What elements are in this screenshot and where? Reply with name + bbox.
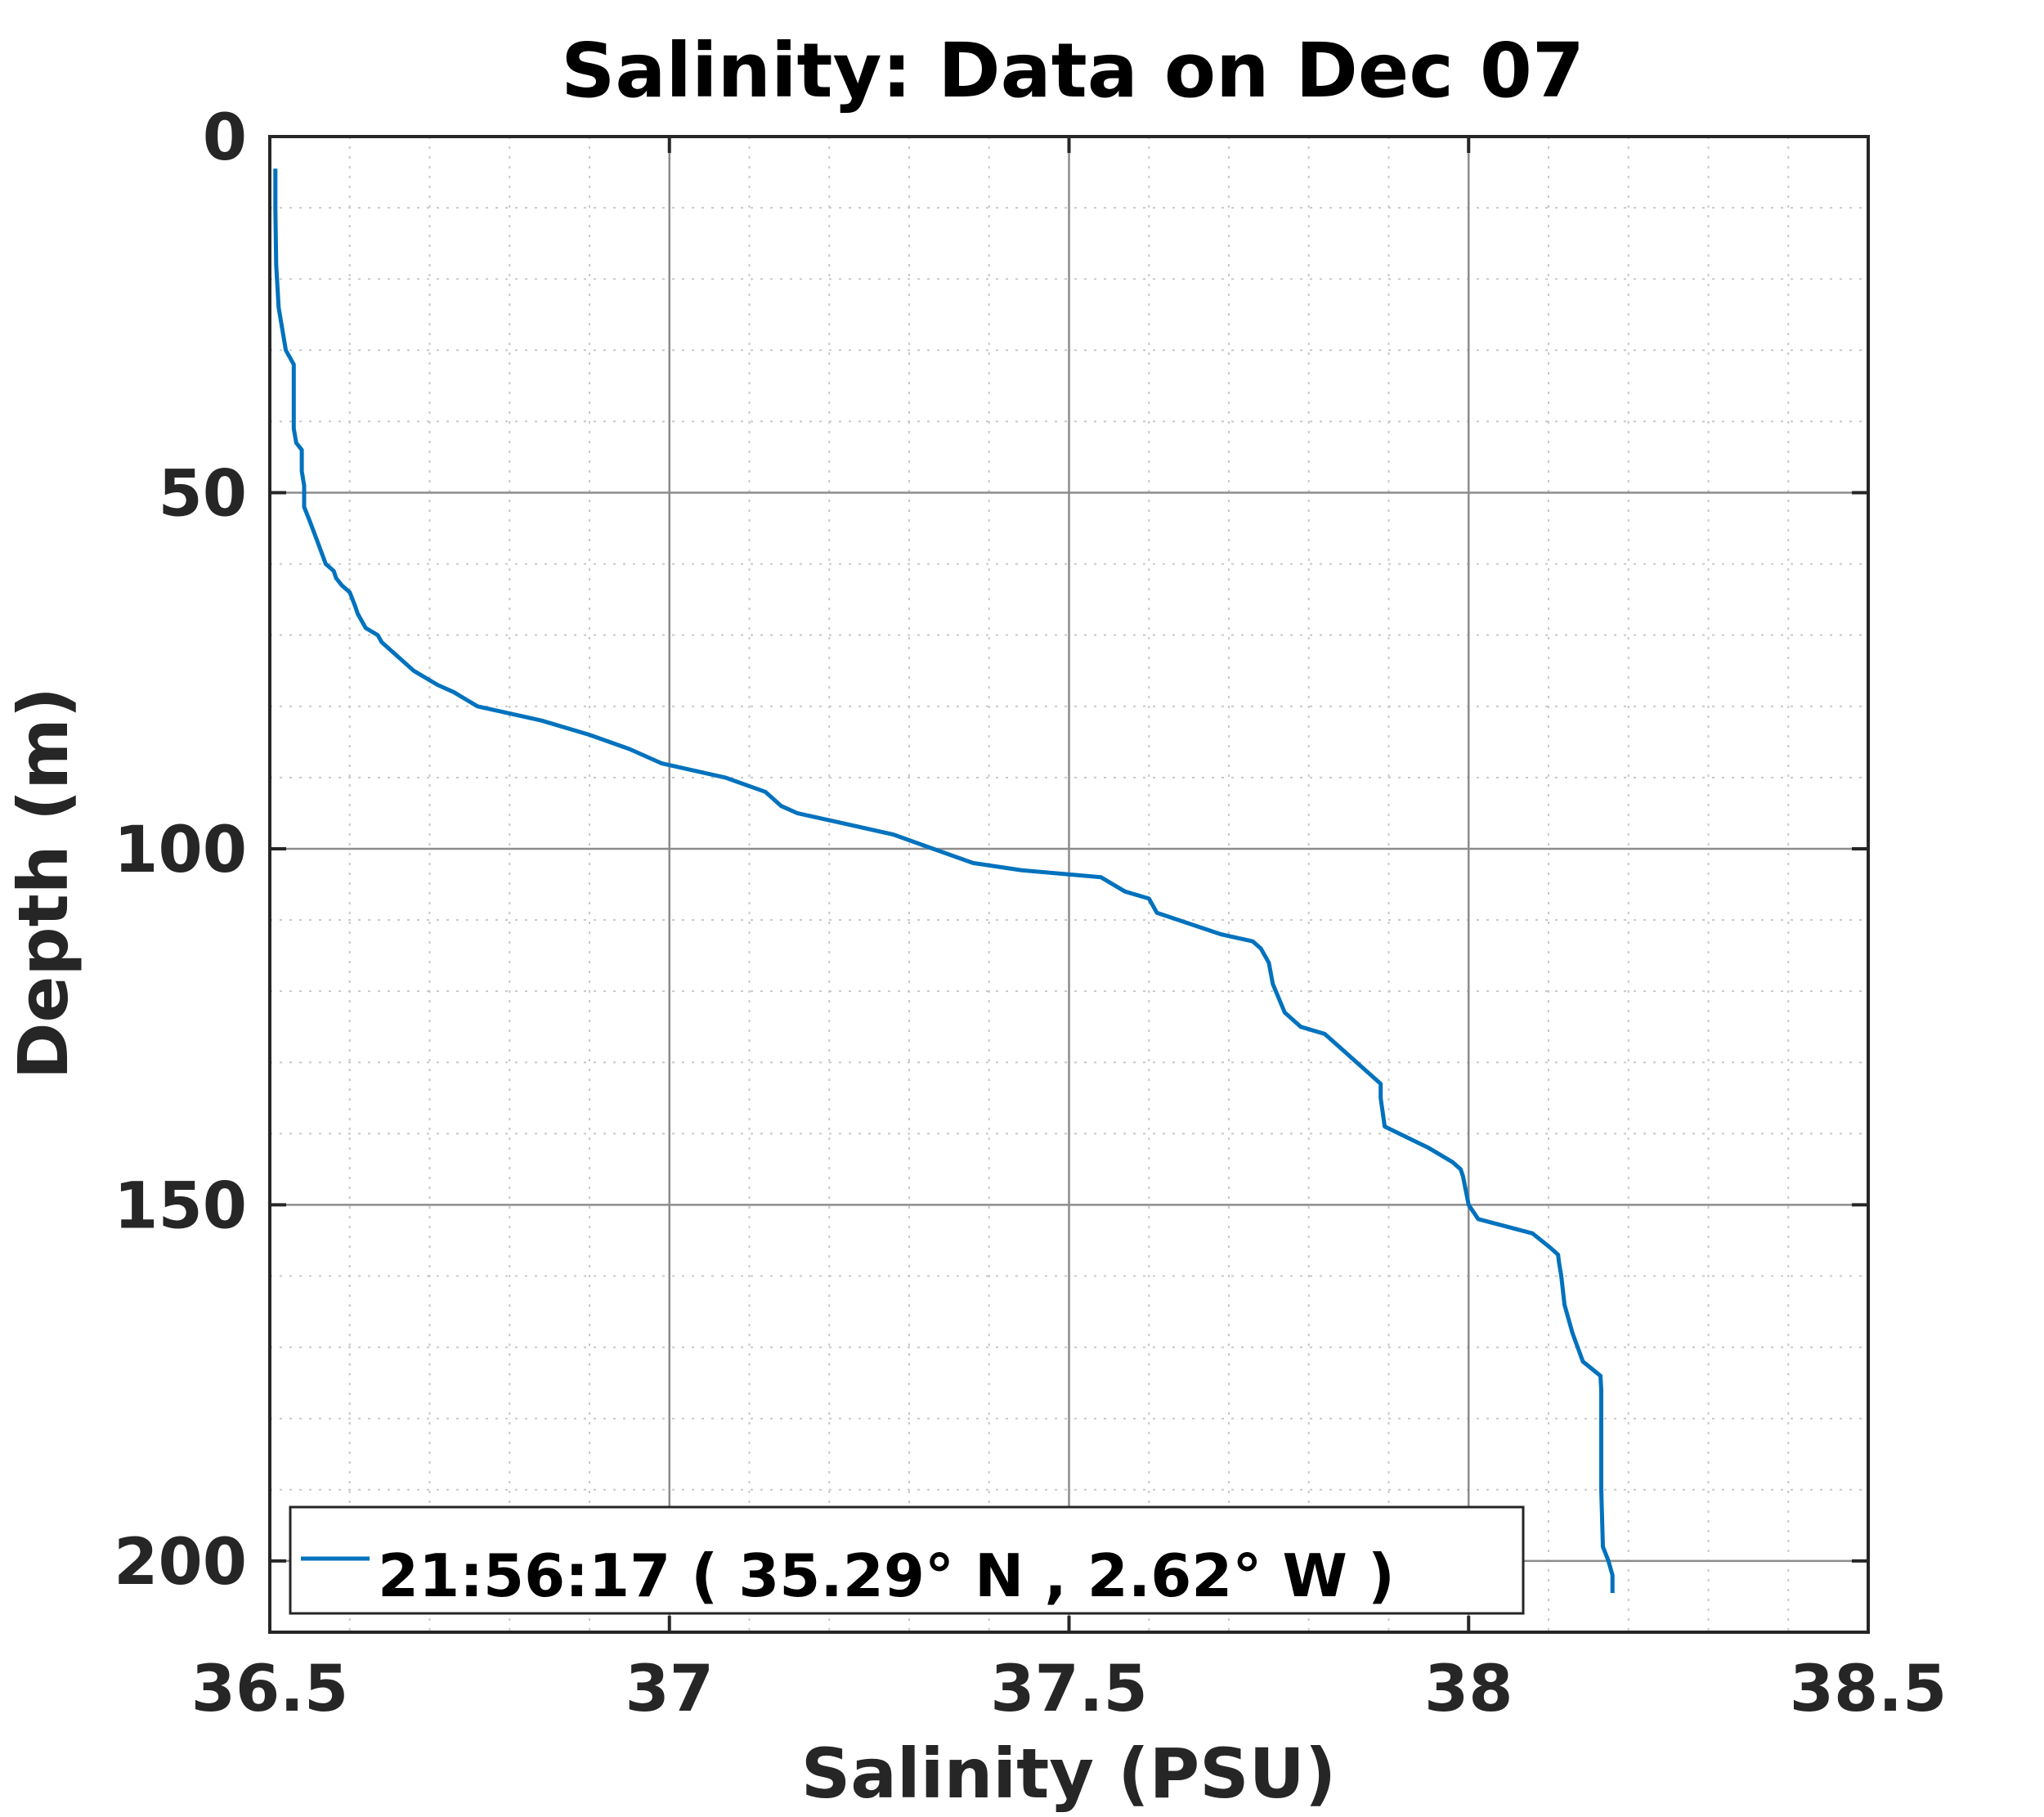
series-layer: [273, 168, 1615, 1594]
x-tick-labels: 36.5 37 37.5 38 38.5: [191, 1653, 1947, 1726]
y-axis-label: Depth (m): [3, 687, 83, 1079]
x-tick-label: 38: [1424, 1653, 1513, 1726]
x-tick-label: 37.5: [990, 1653, 1147, 1726]
y-tick-label: 150: [114, 1169, 247, 1243]
x-axis-label: Salinity (PSU): [801, 1734, 1337, 1814]
y-tick-labels: 0 50 100 150 200: [114, 101, 247, 1599]
y-tick-label: 50: [158, 457, 247, 531]
chart-title: Salinity: Data on Dec 07: [561, 27, 1585, 114]
plot-frame: [268, 135, 1870, 1634]
legend: 21:56:17 ( 35.29° N , 2.62° W ): [289, 1505, 1525, 1615]
x-tick-label: 36.5: [191, 1653, 348, 1726]
series-line: [273, 168, 1615, 1594]
legend-box: [289, 1505, 1525, 1615]
y-tick-label: 0: [203, 101, 247, 175]
y-tick-label: 200: [114, 1526, 247, 1599]
y-tick-label: 100: [114, 814, 247, 887]
legend-label: 21:56:17 ( 35.29° N , 2.62° W ): [378, 1541, 1395, 1610]
x-tick-label: 37: [625, 1653, 714, 1726]
x-tick-label: 38.5: [1790, 1653, 1947, 1726]
